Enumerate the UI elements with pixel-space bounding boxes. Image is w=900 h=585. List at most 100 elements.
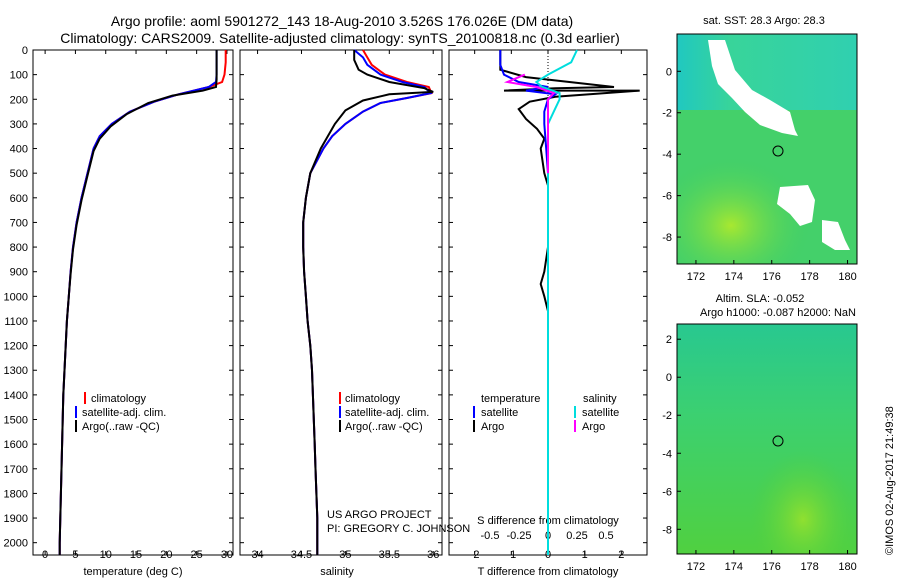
sst-frame	[676, 33, 858, 265]
diff-xlabel: T difference from climatology	[478, 566, 619, 578]
temperature-panel	[32, 49, 234, 556]
sst-argo-location	[772, 145, 784, 157]
sla-x-axis: 172 174 176 178 180	[687, 550, 857, 573]
diff-legend-temp-head: temperature	[481, 393, 540, 405]
legend-argo: Argo(..raw -QC)	[82, 421, 160, 433]
depth-tick-label: 1800	[4, 488, 28, 500]
sal-climatology-line	[302, 49, 433, 555]
diff-legend-sal-head: salinity	[583, 393, 617, 405]
sst-land-mask	[708, 40, 798, 136]
sal-argo-line	[302, 50, 434, 555]
map-y-tick-label: -2	[662, 410, 672, 422]
depth-tick-label: 1400	[4, 390, 28, 402]
depth-tick-label: 500	[10, 168, 28, 180]
sla-title-1: Altim. SLA: -0.052	[716, 293, 805, 305]
temp-climatology-line	[58, 50, 227, 555]
salinity-xlabel: salinity	[320, 566, 354, 578]
depth-tick-label: 1900	[4, 513, 28, 525]
s-tick-label: -0.5	[481, 530, 500, 542]
salinity-legend: climatology satellite-adj. clim. Argo(..…	[339, 392, 429, 433]
map-y-tick-label: -8	[662, 524, 672, 536]
salinity-panel	[239, 49, 443, 556]
legend-clim: climatology	[91, 393, 147, 405]
temp-argo-line	[58, 50, 218, 555]
depth-tick-label: 700	[10, 217, 28, 229]
depth-tick-label: 300	[10, 119, 28, 131]
s-tick-label: -0.25	[506, 530, 531, 542]
map-x-tick-label: 176	[763, 271, 781, 283]
map-y-tick-label: 2	[666, 334, 672, 346]
depth-tick-label: 1500	[4, 415, 28, 427]
sst-y-axis: 0 -2 -4 -6 -8	[662, 66, 681, 244]
sal-legend-sat: satellite-adj. clim.	[345, 407, 429, 419]
map-y-tick-label: -2	[662, 108, 672, 120]
map-x-tick-label: 172	[687, 561, 705, 573]
sla-frame	[676, 323, 858, 555]
depth-tick-label: 1600	[4, 439, 28, 451]
depth-tick-label: 1000	[4, 291, 28, 303]
map-x-tick-label: 178	[800, 271, 818, 283]
diff-legend-tsat: satellite	[481, 407, 518, 419]
timestamp: ©IMOS 02-Aug-2017 21:49:38	[884, 406, 896, 555]
depth-tick-label: 100	[10, 70, 28, 82]
map-x-tick-label: 180	[838, 561, 856, 573]
map-y-tick-label: -4	[662, 149, 672, 161]
depth-axis: 0 100 200 300 400 500 600 700 800 900 1000 1100 1200…	[4, 45, 28, 550]
map-y-tick-label: -4	[662, 448, 672, 460]
salinity-x-axis: 34 34.5 35 35.5 36	[251, 50, 439, 561]
temperature-x-axis: 051015202530	[42, 50, 233, 561]
map-y-tick-label: -8	[662, 232, 672, 244]
map-y-tick-label: -6	[662, 486, 672, 498]
map-x-tick-label: 176	[763, 561, 781, 573]
depth-tick-label: 1700	[4, 464, 28, 476]
map-y-tick-label: 0	[666, 66, 672, 78]
sst-land-mask-2	[777, 185, 815, 226]
map-y-tick-label: -6	[662, 191, 672, 203]
difference-legend: temperature salinity satellite Argo sate…	[473, 393, 619, 433]
title-line-1: Argo profile: aoml 5901272_143 18-Aug-20…	[111, 13, 573, 29]
diff-sal-satellite-line	[534, 49, 578, 555]
depth-tick-label: 600	[10, 193, 28, 205]
sst-map-title: sat. SST: 28.3 Argo: 28.3	[703, 15, 825, 27]
depth-tick-label: 1200	[4, 341, 28, 353]
temp-satellite-line	[58, 50, 218, 555]
temperature-xlabel: temperature (deg C)	[83, 566, 182, 578]
diff-legend-sargo: Argo	[582, 421, 605, 433]
depth-tick-label: 900	[10, 267, 28, 279]
sla-high-patch	[677, 324, 857, 554]
sst-map	[676, 33, 858, 265]
project-line-1: US ARGO PROJECT	[327, 509, 432, 521]
sal-satellite-line	[302, 49, 433, 555]
difference-series	[499, 49, 640, 555]
map-x-tick-label: 180	[838, 271, 856, 283]
depth-ticks	[33, 49, 647, 544]
map-x-tick-label: 174	[725, 561, 743, 573]
sla-map	[676, 323, 858, 555]
depth-tick-label: 400	[10, 144, 28, 156]
sla-argo-location	[772, 435, 784, 447]
project-line-2: PI: GREGORY C. JOHNSON	[327, 523, 470, 535]
temperature-series	[58, 50, 227, 555]
map-y-tick-label: 0	[666, 372, 672, 384]
sst-land-mask-3	[822, 220, 850, 250]
legend-sat: satellite-adj. clim.	[82, 407, 166, 419]
diff-sal-argo-line	[503, 73, 556, 174]
sal-legend-clim: climatology	[345, 393, 401, 405]
s-tick-label: 0.25	[566, 530, 587, 542]
map-x-tick-label: 178	[800, 561, 818, 573]
depth-tick-label: 1300	[4, 365, 28, 377]
salinity-series	[302, 49, 434, 555]
sal-legend-argo: Argo(..raw -QC)	[345, 421, 423, 433]
depth-tick-label: 800	[10, 242, 28, 254]
diff-legend-ssat: satellite	[582, 407, 619, 419]
depth-tick-label: 1100	[4, 316, 28, 328]
diff-temp-argo-line	[499, 50, 640, 555]
diff-legend-targo: Argo	[481, 421, 504, 433]
map-x-tick-label: 172	[687, 271, 705, 283]
temperature-legend: climatology satellite-adj. clim. Argo(..…	[75, 392, 166, 433]
depth-tick-label: 200	[10, 94, 28, 106]
depth-tick-label: 0	[22, 45, 28, 57]
title-line-2: Climatology: CARS2009. Satellite-adjuste…	[60, 30, 620, 46]
sla-y-axis: 2 0 -2 -4 -6 -8	[662, 334, 681, 536]
